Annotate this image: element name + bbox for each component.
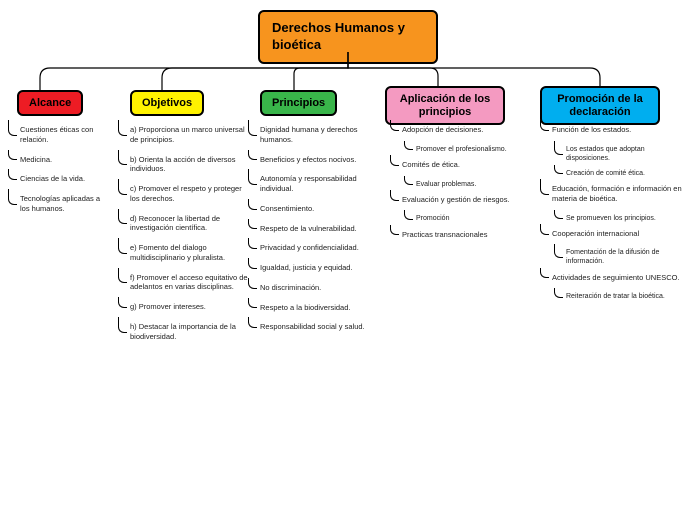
- subitem: Fomentación de la difusión de informació…: [554, 248, 688, 266]
- item: Dignidad humana y derechos humanos.: [248, 125, 378, 145]
- branch-alcance: Alcance: [17, 90, 83, 116]
- column-promocion: Función de los estados. Los estados que a…: [540, 125, 688, 307]
- root-label: Derechos Humanos y bioética: [272, 20, 405, 52]
- item: d) Reconocer la libertad de investigació…: [118, 214, 248, 234]
- item: f) Promover el acceso equitativo de adel…: [118, 273, 248, 293]
- item: a) Proporciona un marco universal de pri…: [118, 125, 248, 145]
- item: Educación, formación e información en ma…: [540, 184, 688, 204]
- item: Consentimiento.: [248, 204, 378, 214]
- item: Privacidad y confidencialidad.: [248, 243, 378, 253]
- item: Responsabilidad social y salud.: [248, 322, 378, 332]
- item: e) Fomento del dialogo multidisciplinari…: [118, 243, 248, 263]
- item: Respeto a la biodiversidad.: [248, 303, 378, 313]
- branch-aplicacion: Aplicación de los principios: [385, 86, 505, 125]
- item: Función de los estados.: [540, 125, 688, 135]
- item: h) Destacar la importancia de la biodive…: [118, 322, 248, 342]
- subitem: Se promueven los principios.: [554, 214, 688, 223]
- item: Cooperación internacional: [540, 229, 688, 239]
- item: Practicas transnacionales: [390, 230, 520, 240]
- column-objetivos: a) Proporciona un marco universal de pri…: [118, 125, 248, 351]
- column-alcance: Cuestiones éticas con relación. Medicina.…: [8, 125, 108, 224]
- item: Actividades de seguimiento UNESCO.: [540, 273, 688, 283]
- item: Igualdad, justicia y equidad.: [248, 263, 378, 273]
- item: b) Orienta la acción de diversos individ…: [118, 155, 248, 175]
- subitem: Promoción: [404, 214, 520, 223]
- item: Beneficios y efectos nocivos.: [248, 155, 378, 165]
- item: Ciencias de la vida.: [8, 174, 108, 184]
- item: g) Promover intereses.: [118, 302, 248, 312]
- subitem: Creación de comité ética.: [554, 169, 688, 178]
- subitem: Evaluar problemas.: [404, 180, 520, 189]
- item: Respeto de la vulnerabilidad.: [248, 224, 378, 234]
- item: Comités de ética.: [390, 160, 520, 170]
- column-aplicacion: Adopción de decisiones. Promover el profe…: [390, 125, 520, 249]
- item: Cuestiones éticas con relación.: [8, 125, 108, 145]
- item: Autonomía y responsabilidad individual.: [248, 174, 378, 194]
- subitem: Promover el profesionalismo.: [404, 145, 520, 154]
- item: Medicina.: [8, 155, 108, 165]
- branch-objetivos: Objetivos: [130, 90, 204, 116]
- root-node: Derechos Humanos y bioética: [258, 10, 438, 64]
- item: No discriminación.: [248, 283, 378, 293]
- item: c) Promover el respeto y proteger los de…: [118, 184, 248, 204]
- branch-principios: Principios: [260, 90, 337, 116]
- item: Evaluación y gestión de riesgos.: [390, 195, 520, 205]
- item: Tecnologías aplicadas a los humanos.: [8, 194, 108, 214]
- branch-promocion: Promoción de la declaración: [540, 86, 660, 125]
- subitem: Los estados que adoptan disposiciones.: [554, 145, 688, 163]
- item: Adopción de decisiones.: [390, 125, 520, 135]
- subitem: Reiteración de tratar la bioética.: [554, 292, 688, 301]
- column-principios: Dignidad humana y derechos humanos. Benef…: [248, 125, 378, 342]
